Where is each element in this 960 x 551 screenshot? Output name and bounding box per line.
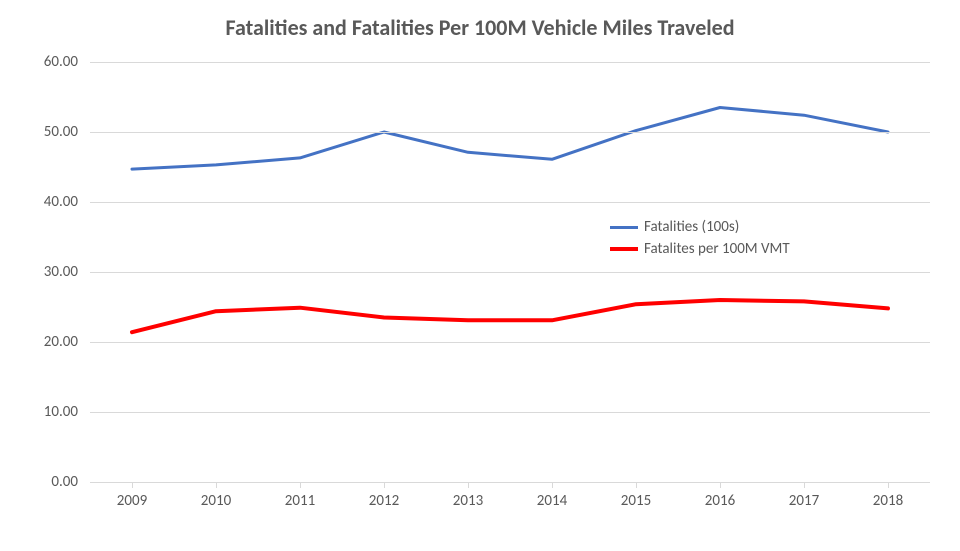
gridline bbox=[90, 412, 930, 413]
x-axis-tick bbox=[552, 482, 553, 488]
x-axis-tick bbox=[888, 482, 889, 488]
x-axis-tick-label: 2015 bbox=[606, 492, 666, 510]
x-axis-tick-label: 2018 bbox=[858, 492, 918, 510]
x-axis-tick-label: 2017 bbox=[774, 492, 834, 510]
gridline bbox=[90, 272, 930, 273]
gridline bbox=[90, 132, 930, 133]
x-axis-tick-label: 2010 bbox=[186, 492, 246, 510]
x-axis-tick bbox=[720, 482, 721, 488]
gridline bbox=[90, 342, 930, 343]
x-axis-tick bbox=[636, 482, 637, 488]
x-axis-tick bbox=[804, 482, 805, 488]
legend-label: Fatalities (100s) bbox=[644, 218, 739, 236]
x-axis-tick bbox=[384, 482, 385, 488]
y-axis-tick-label: 10.00 bbox=[0, 403, 78, 421]
x-axis-tick bbox=[300, 482, 301, 488]
legend-label: Fatalites per 100M VMT bbox=[644, 240, 790, 258]
gridline bbox=[90, 62, 930, 63]
y-axis-tick-label: 50.00 bbox=[0, 123, 78, 141]
y-axis-tick-label: 30.00 bbox=[0, 263, 78, 281]
x-axis-tick-label: 2013 bbox=[438, 492, 498, 510]
y-axis-tick-label: 60.00 bbox=[0, 53, 78, 71]
x-axis-tick-label: 2011 bbox=[270, 492, 330, 510]
x-axis-tick-label: 2009 bbox=[102, 492, 162, 510]
series-line bbox=[132, 300, 888, 332]
legend-item: Fatalites per 100M VMT bbox=[610, 240, 790, 258]
chart-legend: Fatalities (100s) Fatalites per 100M VMT bbox=[610, 218, 790, 262]
x-axis-tick bbox=[468, 482, 469, 488]
series-line bbox=[132, 108, 888, 170]
y-axis-tick-label: 0.00 bbox=[0, 473, 78, 491]
x-axis-tick-label: 2014 bbox=[522, 492, 582, 510]
x-axis-tick bbox=[132, 482, 133, 488]
x-axis-tick bbox=[216, 482, 217, 488]
legend-item: Fatalities (100s) bbox=[610, 218, 790, 236]
y-axis-tick-label: 40.00 bbox=[0, 193, 78, 211]
gridline bbox=[90, 202, 930, 203]
y-axis-tick-label: 20.00 bbox=[0, 333, 78, 351]
legend-swatch bbox=[610, 226, 638, 229]
chart-plot bbox=[0, 0, 960, 551]
x-axis-tick-label: 2016 bbox=[690, 492, 750, 510]
legend-swatch bbox=[610, 247, 638, 251]
chart-container: Fatalities and Fatalities Per 100M Vehic… bbox=[0, 0, 960, 551]
x-axis-tick-label: 2012 bbox=[354, 492, 414, 510]
